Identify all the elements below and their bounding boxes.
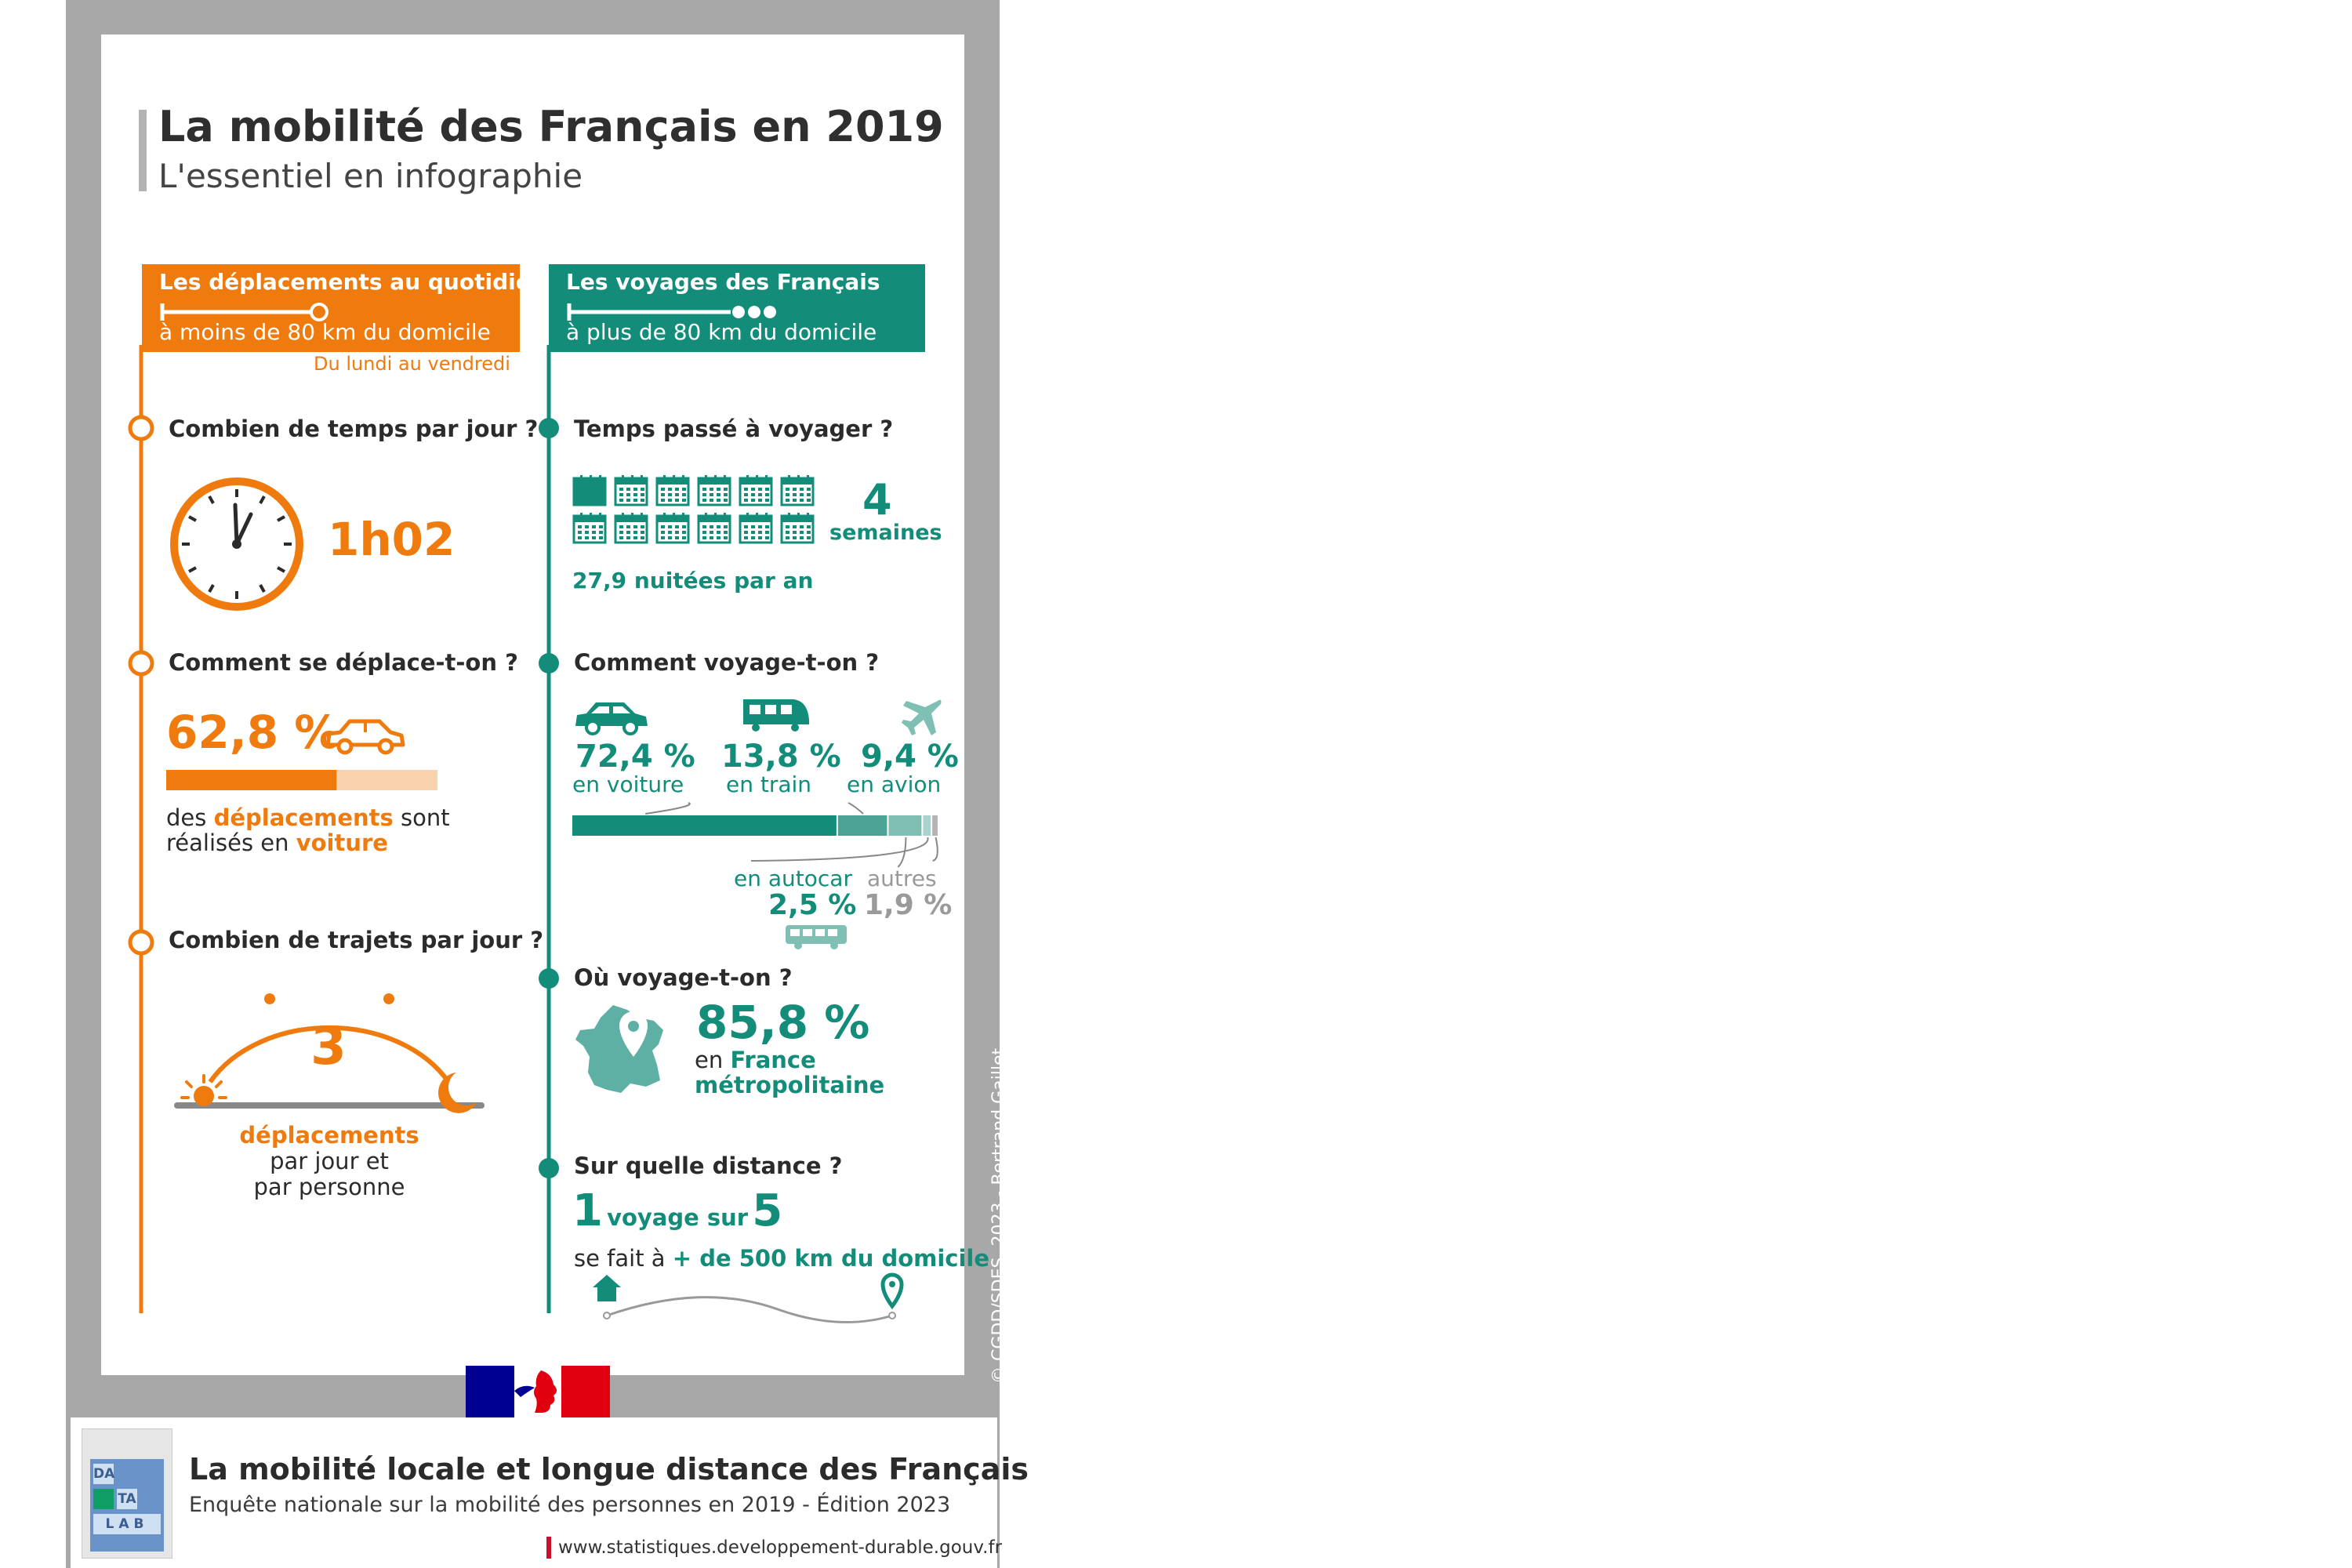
footer-panel	[71, 1417, 997, 1568]
trip-mode-bar-segment	[932, 815, 938, 836]
trip-mode-bar	[572, 802, 938, 868]
short-distance-line-icon	[160, 303, 328, 321]
nights-per-year: 27,9 nuitées par an	[572, 568, 814, 593]
report-cover-thumbnail: DA TA LAB	[82, 1428, 172, 1559]
connector-line	[932, 837, 938, 862]
left-column-header: Les déplacements au quotidien à moins de…	[142, 264, 546, 352]
left-timeline	[128, 345, 154, 1313]
plane-trip-label: en avion	[847, 771, 942, 797]
train-trip-share: 13,8 %	[721, 739, 841, 775]
calendar-icon	[780, 475, 815, 506]
left-header-title: Les déplacements au quotidien	[159, 269, 546, 295]
infographic-card	[101, 34, 964, 1375]
car-icon	[575, 702, 648, 735]
train-trip-label: en train	[726, 771, 812, 797]
france-share-value: 85,8 %	[696, 996, 870, 1049]
page-title: La mobilité des Français en 2019	[158, 102, 944, 151]
trip-mode-bar-segment	[888, 815, 922, 836]
clock-icon	[170, 477, 303, 611]
bus-icon	[786, 925, 847, 949]
trip-mode-bar-segment	[837, 815, 887, 836]
credit-text: © CGDD/SDES, 2023 - Bertrand Gaillet	[989, 1047, 1009, 1384]
right-timeline	[539, 345, 559, 1313]
left-header-sub: à moins de 80 km du domicile	[159, 319, 491, 345]
weeks-unit: semaines	[829, 521, 942, 545]
calendar-icon	[614, 475, 648, 506]
calendar-icon	[697, 513, 731, 544]
calendar-icon	[572, 475, 607, 506]
car-icon	[325, 719, 405, 755]
connector-line	[750, 837, 929, 862]
right-q2-label: Comment voyage-t-on ?	[574, 649, 880, 676]
distance-ratio: 1 voyage sur 5	[572, 1185, 783, 1236]
plane-trip-share: 9,4 %	[861, 739, 959, 775]
weekday-note: Du lundi au vendredi	[314, 353, 510, 375]
footer-subtitle: Enquête nationale sur la mobilité des pe…	[189, 1493, 951, 1517]
right-header-sub: à plus de 80 km du domicile	[566, 319, 877, 345]
right-q3-label: Où voyage-t-on ?	[574, 964, 793, 991]
distance-route	[593, 1272, 904, 1323]
footer-title: La mobilité locale et longue distance de…	[189, 1452, 1029, 1486]
marianne-logo	[466, 1366, 610, 1417]
plane-icon	[902, 699, 942, 735]
datalab-cell-ta: TA	[117, 1489, 137, 1509]
calendar-icon	[572, 513, 607, 544]
trips-text: déplacements par jour et par personne	[239, 1122, 419, 1200]
left-q2-label: Comment se déplace-t-on ?	[169, 649, 518, 676]
location-pin-icon	[880, 1272, 904, 1310]
trips-arc-diagram	[174, 993, 485, 1113]
coach-trip-label: en autocar	[734, 866, 852, 891]
datalab-cell-da: DA	[93, 1464, 114, 1484]
footer-url[interactable]: www.statistiques.developpement-durable.g…	[558, 1537, 1003, 1558]
right-header-title: Les voyages des Français	[566, 269, 880, 295]
other-trip-label: autres	[867, 866, 937, 891]
right-column-header: Les voyages des Français à plus de 80 km…	[549, 264, 925, 352]
calendar-icon	[739, 475, 773, 506]
connector-line	[897, 837, 907, 868]
other-trip-share: 1,9 %	[864, 889, 953, 921]
france-map-icon	[575, 1005, 663, 1093]
url-accent-bar	[546, 1537, 551, 1559]
house-icon	[593, 1275, 621, 1301]
daily-time-value: 1h02	[328, 513, 456, 566]
distance-text: se fait à + de 500 km du domicile	[574, 1245, 990, 1272]
right-q1-label: Temps passé à voyager ?	[574, 416, 894, 442]
connector-line	[645, 802, 691, 815]
calendar-icon	[780, 513, 815, 544]
calendar-icon	[614, 513, 648, 544]
train-icon	[743, 699, 809, 731]
trips-count-value: 3	[310, 1016, 347, 1076]
calendar-icon	[655, 513, 690, 544]
moon-icon	[438, 1073, 477, 1113]
page-subtitle: L'essentiel en infographie	[158, 157, 583, 195]
datalab-cell-lab: LAB	[93, 1514, 161, 1534]
weeks-value: 4	[862, 475, 892, 524]
calendar-icon	[697, 475, 731, 506]
trip-mode-bar-segment	[923, 815, 931, 836]
left-q1-label: Combien de temps par jour ?	[169, 416, 539, 442]
calendar-grid	[572, 475, 815, 544]
left-q3-label: Combien de trajets par jour ?	[169, 927, 544, 953]
long-distance-line-icon	[567, 303, 776, 321]
calendar-icon	[655, 475, 690, 506]
car-trip-share: 72,4 %	[575, 739, 695, 775]
france-share-text: en France métropolitaine	[695, 1047, 885, 1098]
right-q4-label: Sur quelle distance ?	[574, 1152, 843, 1179]
title-accent-bar	[139, 110, 147, 191]
car-share-bar	[166, 770, 437, 790]
sun-icon	[180, 1074, 227, 1106]
coach-trip-share: 2,5 %	[768, 889, 857, 921]
car-share-text-line1: des déplacements sont	[166, 804, 450, 831]
connector-line	[848, 802, 864, 815]
car-trip-label: en voiture	[572, 771, 684, 797]
car-share-text-line2: réalisés en voiture	[166, 829, 388, 856]
trip-mode-bar-segment	[572, 815, 837, 836]
car-share-value: 62,8 %	[166, 706, 340, 759]
calendar-icon	[739, 513, 773, 544]
